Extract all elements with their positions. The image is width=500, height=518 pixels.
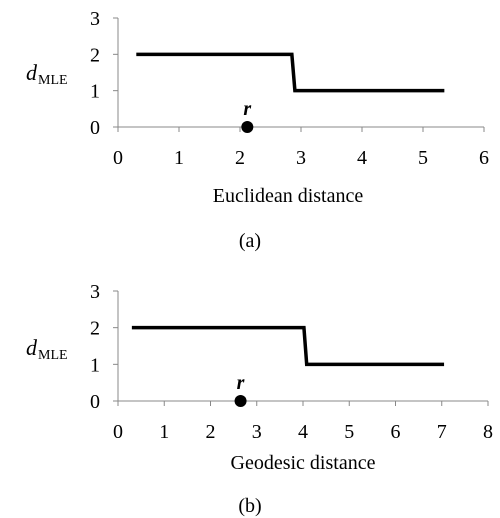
panel-b-caption: (b) — [238, 495, 261, 517]
x-tick-label: 6 — [479, 147, 489, 169]
panel-a-point-label: r — [243, 98, 251, 120]
panel-a-series-line — [136, 52, 445, 93]
panel-a-x-ticks: 0 1 2 3 4 5 6 — [113, 127, 489, 169]
x-tick-label: 0 — [113, 421, 123, 443]
y-tick-label: 2 — [90, 318, 100, 340]
panel-b-x-label: Geodesic distance — [231, 452, 376, 474]
x-tick-label: 2 — [235, 147, 245, 169]
x-tick-label: 0 — [113, 147, 123, 169]
x-tick-label: 5 — [344, 421, 354, 443]
panel-b-y-label-sub: MLE — [38, 348, 68, 363]
panel-a-y-ticks: 0 1 2 3 — [90, 8, 118, 139]
x-tick-label: 1 — [174, 147, 184, 169]
x-tick-label: 2 — [206, 421, 216, 443]
panel-a-x-label: Euclidean distance — [213, 185, 364, 207]
x-tick-label: 6 — [391, 421, 401, 443]
panel-a-caption: (a) — [239, 230, 261, 252]
x-tick-label: 5 — [418, 147, 428, 169]
panel-a-y-label: d — [26, 60, 38, 85]
y-tick-label: 1 — [90, 81, 100, 103]
y-tick-label: 0 — [90, 391, 100, 413]
x-tick-label: 8 — [483, 421, 493, 443]
x-tick-label: 3 — [252, 421, 262, 443]
panel-b-point-r — [234, 395, 247, 407]
panel-b-y-ticks: 0 1 2 3 — [90, 281, 118, 413]
panel-b-x-ticks: 0 1 2 3 4 5 6 7 8 — [113, 401, 493, 443]
panel-b-y-label: d — [26, 335, 38, 360]
x-tick-label: 3 — [296, 147, 306, 169]
panel-a-y-label-sub: MLE — [38, 73, 68, 88]
x-tick-label: 1 — [159, 421, 169, 443]
panel-a-point-r — [241, 121, 254, 133]
x-tick-label: 4 — [298, 421, 308, 443]
y-tick-label: 0 — [90, 117, 100, 139]
y-tick-label: 3 — [90, 281, 100, 303]
y-tick-label: 3 — [90, 8, 100, 30]
panel-b-series-line — [131, 325, 445, 367]
x-tick-label: 7 — [437, 421, 447, 443]
panel-b-point-label: r — [237, 372, 245, 394]
panel-b: 0 1 2 3 0 1 2 3 4 5 6 7 8 r d MLE Geodesic distance… — [26, 281, 493, 517]
y-tick-label: 2 — [90, 44, 100, 66]
x-tick-label: 4 — [357, 147, 367, 169]
y-tick-label: 1 — [90, 354, 100, 376]
